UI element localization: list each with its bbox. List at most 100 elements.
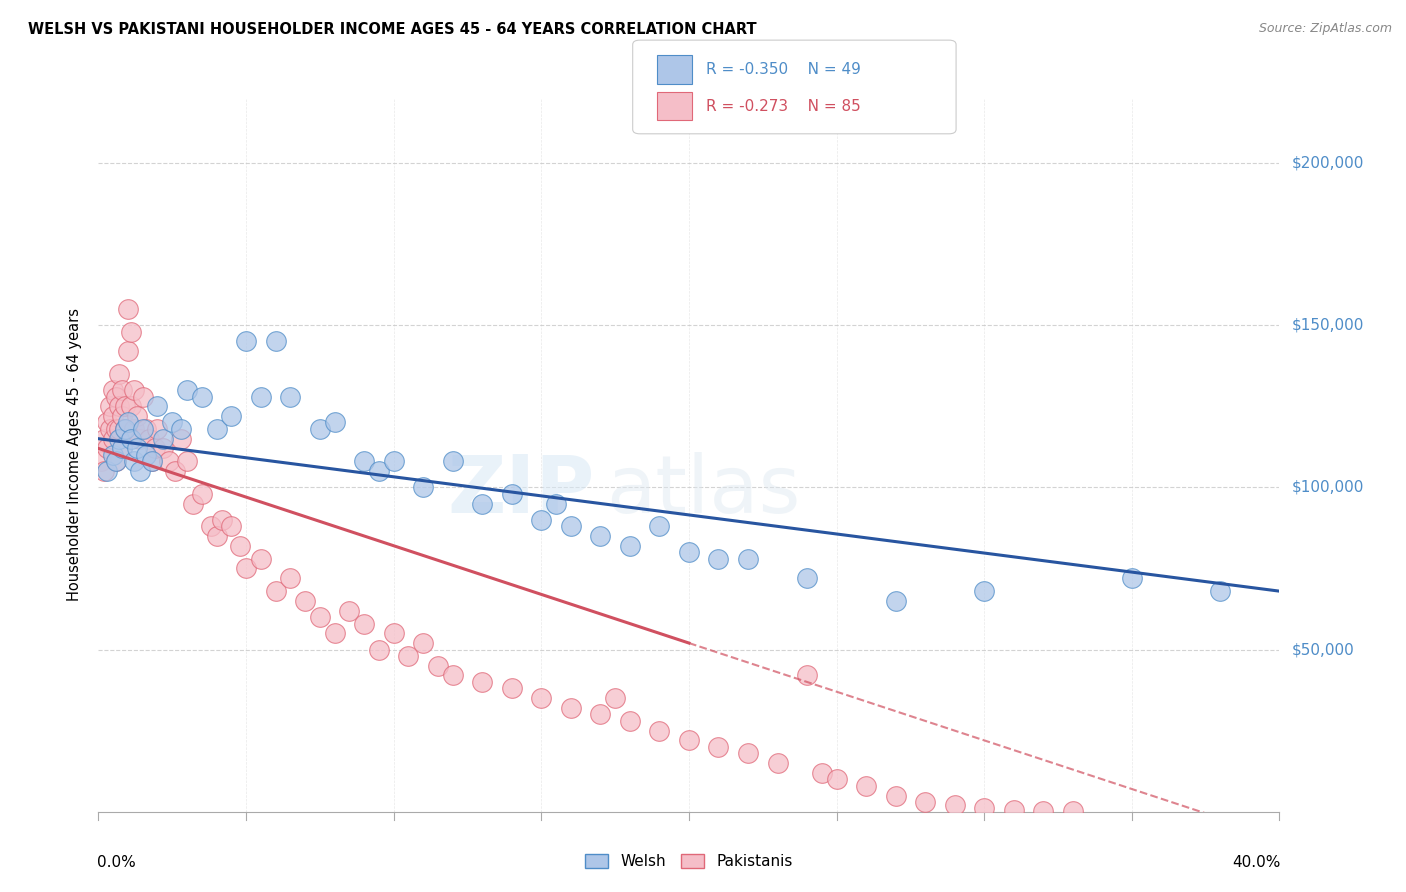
Point	[141, 454, 163, 468]
Point	[103, 448, 125, 462]
Point	[125, 409, 148, 423]
Point	[108, 422, 131, 436]
Point	[176, 454, 198, 468]
Point	[135, 422, 157, 436]
Point	[973, 584, 995, 599]
Point	[278, 390, 302, 404]
Point	[471, 497, 494, 511]
Point	[544, 497, 567, 511]
Point	[707, 739, 730, 754]
Point	[103, 409, 125, 423]
Legend: Welsh, Pakistanis: Welsh, Pakistanis	[579, 848, 799, 875]
Point	[152, 442, 174, 456]
Point	[396, 648, 419, 663]
Point	[943, 798, 966, 813]
Point	[219, 409, 242, 423]
Point	[103, 383, 125, 397]
Point	[125, 442, 148, 456]
Point	[146, 399, 169, 413]
Point	[122, 383, 145, 397]
Point	[229, 539, 252, 553]
Point	[122, 454, 145, 468]
Point	[264, 584, 287, 599]
Point	[132, 422, 155, 436]
Point	[589, 707, 612, 722]
Point	[323, 626, 346, 640]
Point	[796, 668, 818, 682]
Point	[441, 454, 464, 468]
Point	[309, 422, 332, 436]
Point	[737, 551, 759, 566]
Point	[111, 383, 134, 397]
Point	[200, 519, 222, 533]
Point	[1209, 584, 1232, 599]
Point	[117, 416, 139, 430]
Point	[884, 789, 907, 803]
Point	[560, 519, 582, 533]
Point	[111, 442, 134, 456]
Point	[309, 610, 332, 624]
Point	[114, 422, 136, 436]
Point	[412, 636, 434, 650]
Point	[176, 383, 198, 397]
Point	[707, 551, 730, 566]
Point	[855, 779, 877, 793]
Point	[973, 801, 995, 815]
Point	[96, 442, 118, 456]
Point	[382, 626, 405, 640]
Point	[914, 795, 936, 809]
Point	[605, 691, 627, 706]
Point	[264, 334, 287, 349]
Point	[117, 301, 139, 316]
Point	[114, 422, 136, 436]
Point	[111, 409, 134, 423]
Point	[96, 416, 118, 430]
Point	[412, 480, 434, 494]
Point	[152, 432, 174, 446]
Point	[170, 422, 193, 436]
Point	[170, 432, 193, 446]
Point	[278, 571, 302, 585]
Point	[205, 529, 228, 543]
Point	[441, 668, 464, 682]
Point	[219, 519, 242, 533]
Point	[501, 487, 523, 501]
Point	[105, 454, 128, 468]
Point	[96, 464, 118, 478]
Point	[120, 432, 142, 446]
Point	[103, 432, 125, 446]
Text: 40.0%: 40.0%	[1232, 855, 1281, 870]
Point	[294, 594, 316, 608]
Text: WELSH VS PAKISTANI HOUSEHOLDER INCOME AGES 45 - 64 YEARS CORRELATION CHART: WELSH VS PAKISTANI HOUSEHOLDER INCOME AG…	[28, 22, 756, 37]
Text: $200,000: $200,000	[1291, 155, 1364, 170]
Point	[105, 454, 128, 468]
Point	[337, 604, 360, 618]
Point	[825, 772, 848, 787]
Point	[108, 432, 131, 446]
Point	[1121, 571, 1143, 585]
Point	[368, 464, 391, 478]
Point	[105, 422, 128, 436]
Point	[323, 416, 346, 430]
Point	[162, 416, 183, 430]
Point	[678, 733, 700, 747]
Point	[105, 390, 128, 404]
Point	[181, 497, 204, 511]
Point	[1002, 803, 1025, 817]
Text: $150,000: $150,000	[1291, 318, 1364, 333]
Point	[114, 399, 136, 413]
Text: R = -0.273    N = 85: R = -0.273 N = 85	[706, 99, 860, 113]
Point	[157, 454, 180, 468]
Y-axis label: Householder Income Ages 45 - 64 years: Householder Income Ages 45 - 64 years	[67, 309, 83, 601]
Point	[501, 681, 523, 696]
Point	[884, 594, 907, 608]
Point	[235, 561, 257, 575]
Point	[619, 714, 641, 728]
Point	[427, 658, 450, 673]
Point	[111, 442, 134, 456]
Text: R = -0.350    N = 49: R = -0.350 N = 49	[706, 62, 860, 77]
Point	[120, 325, 142, 339]
Point	[211, 513, 233, 527]
Point	[796, 571, 818, 585]
Point	[250, 551, 273, 566]
